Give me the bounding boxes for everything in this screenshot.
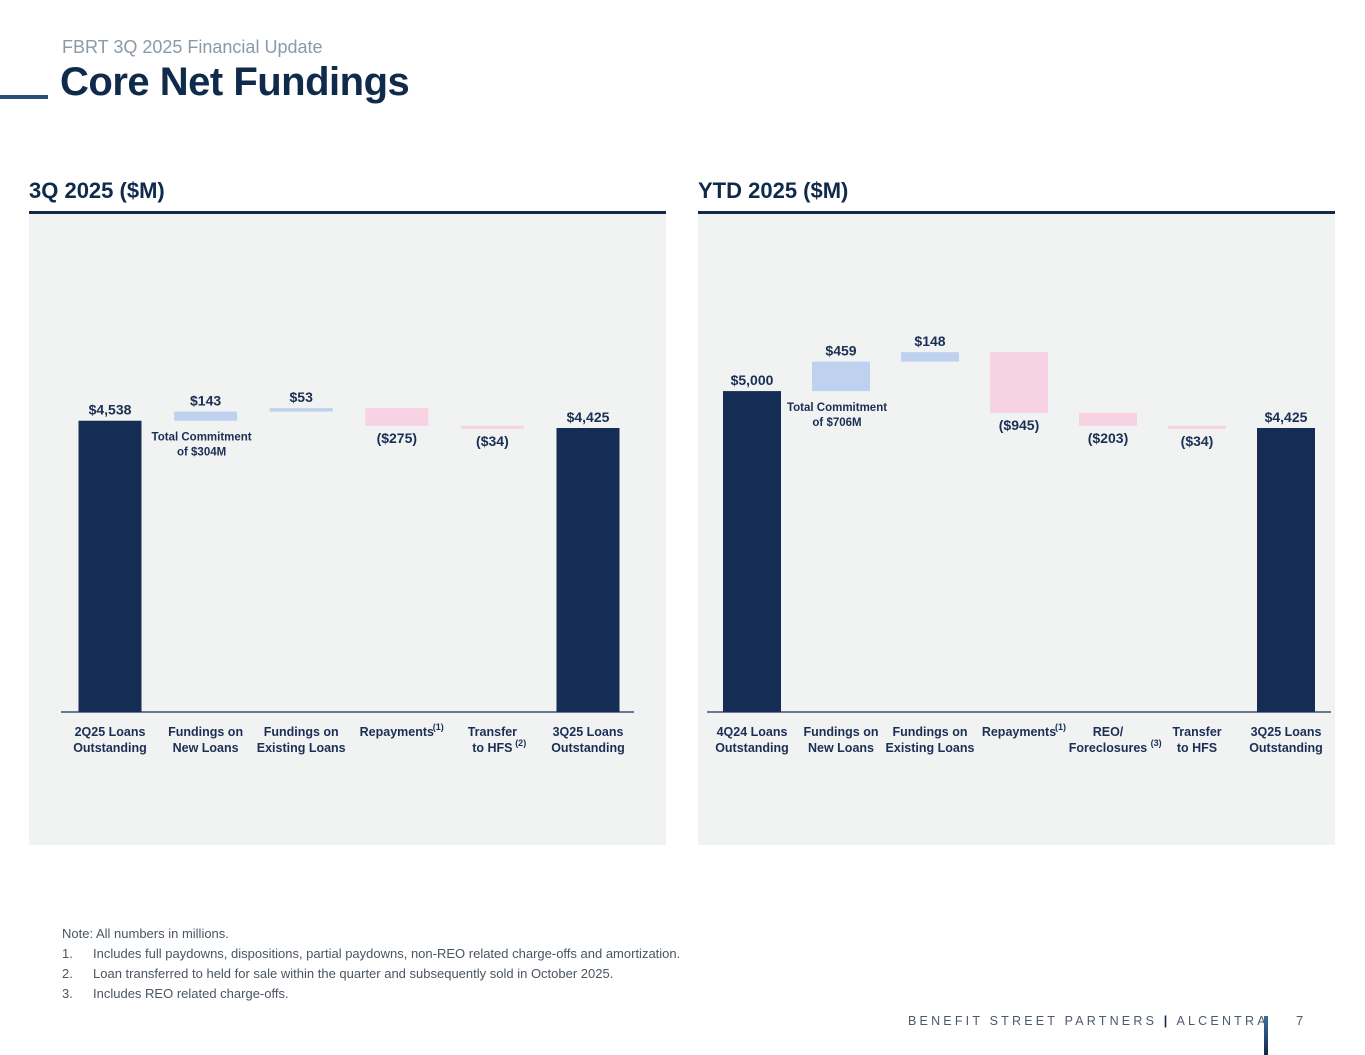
bar-total (1257, 427, 1315, 712)
footnote-intro: Note: All numbers in millions. (62, 926, 229, 941)
bar-decrease (460, 425, 524, 429)
category-label: Transfer to HFS (1172, 725, 1221, 755)
data-label: $4,425 (567, 409, 610, 425)
data-label: $148 (914, 333, 945, 349)
bar-total (723, 391, 781, 712)
category-label: 3Q25 Loans Outstanding (1249, 725, 1323, 755)
chart-3q-title: 3Q 2025 ($M) (29, 178, 165, 203)
bar-decrease (365, 408, 429, 426)
data-label: ($203) (1088, 430, 1128, 446)
footnote-mark: (3) (1151, 738, 1162, 748)
chart-ytd-panel: $5,000 4Q24 Loans Outstanding $459 Fundings … (698, 214, 1335, 845)
data-label: $5,000 (731, 372, 774, 388)
page-number: 7 (1296, 1013, 1304, 1028)
footnote-text: Includes full paydowns, dispositions, pa… (93, 946, 681, 961)
chart-3q-panel: $4,538 2Q25 Loans Outstanding $143 Fundings … (29, 214, 666, 845)
data-label: $4,538 (89, 402, 132, 418)
footnote-mark: (1) (433, 722, 444, 732)
footer-brand-right: ALCENTRA (1176, 1014, 1269, 1028)
data-label: ($34) (476, 433, 509, 449)
footnote-mark: (1) (1055, 722, 1066, 732)
waterfall-chart-3q: $4,538 2Q25 Loans Outstanding $143 Fundings … (61, 389, 634, 755)
title-accent-bar (0, 95, 48, 99)
category-label: 3Q25 Loans Outstanding (551, 725, 625, 755)
footnote-number: 1. (62, 946, 73, 961)
bar-total (78, 420, 142, 712)
footnote-item: 2. Loan transferred to held for sale wit… (62, 964, 680, 984)
footer-accent-bar (1264, 1016, 1268, 1055)
bar-increase (901, 352, 959, 362)
bar-decrease (990, 352, 1048, 413)
bar-decrease (1168, 425, 1226, 429)
bar-annotation: Total Commitment of $706M (787, 402, 887, 429)
footnote-number: 3. (62, 986, 73, 1001)
data-label: $143 (190, 393, 221, 409)
chart-ytd-rule (698, 211, 1335, 214)
bar-decrease (1079, 412, 1137, 426)
category-label: REO/Foreclosures (1069, 725, 1148, 755)
data-label: ($34) (1181, 433, 1214, 449)
footer-brand-left: BENEFIT STREET PARTNERS (908, 1014, 1158, 1028)
footnote-number: 2. (62, 966, 73, 981)
chart-3q-rule (29, 211, 666, 214)
footnote-mark: (2) (515, 738, 526, 748)
category-label: Fundings on New Loans (804, 725, 879, 755)
category-label: 4Q24 Loans Outstanding (715, 725, 789, 755)
bar-total (556, 427, 620, 712)
bar-increase (174, 411, 238, 421)
data-label: ($275) (377, 430, 417, 446)
bar-annotation: Total Commitment of $304M (152, 432, 252, 459)
data-label: ($945) (999, 417, 1039, 433)
category-label: Fundings on Existing Loans (257, 725, 346, 755)
footer-brand: BENEFIT STREET PARTNERS | ALCENTRA (908, 1014, 1269, 1028)
category-label: Repayments (982, 725, 1056, 739)
waterfall-chart-ytd: $5,000 4Q24 Loans Outstanding $459 Fundings … (707, 333, 1331, 755)
bar-increase (269, 408, 333, 412)
category-label: Transfer to HFS (468, 725, 517, 755)
deck-subtitle: FBRT 3Q 2025 Financial Update (62, 37, 323, 57)
footer-brand-separator: | (1163, 1014, 1171, 1028)
category-label: Repayments (360, 725, 434, 739)
category-label: Fundings on New Loans (168, 725, 243, 755)
footnote-text: Includes REO related charge-offs. (93, 986, 289, 1001)
data-label: $459 (825, 343, 856, 359)
category-label: Fundings on Existing Loans (886, 725, 975, 755)
footnote-item: 1. Includes full paydowns, dispositions,… (62, 944, 680, 964)
footnote-text: Loan transferred to held for sale within… (93, 966, 614, 981)
footnotes: Note: All numbers in millions. 1. Includ… (62, 924, 680, 1004)
data-label: $53 (290, 389, 314, 405)
chart-ytd-title: YTD 2025 ($M) (698, 178, 849, 203)
page-title: Core Net Fundings (60, 60, 410, 104)
bar-increase (812, 361, 870, 392)
category-label: 2Q25 Loans Outstanding (73, 725, 147, 755)
footnote-item: 3. Includes REO related charge-offs. (62, 984, 680, 1004)
data-label: $4,425 (1265, 409, 1308, 425)
